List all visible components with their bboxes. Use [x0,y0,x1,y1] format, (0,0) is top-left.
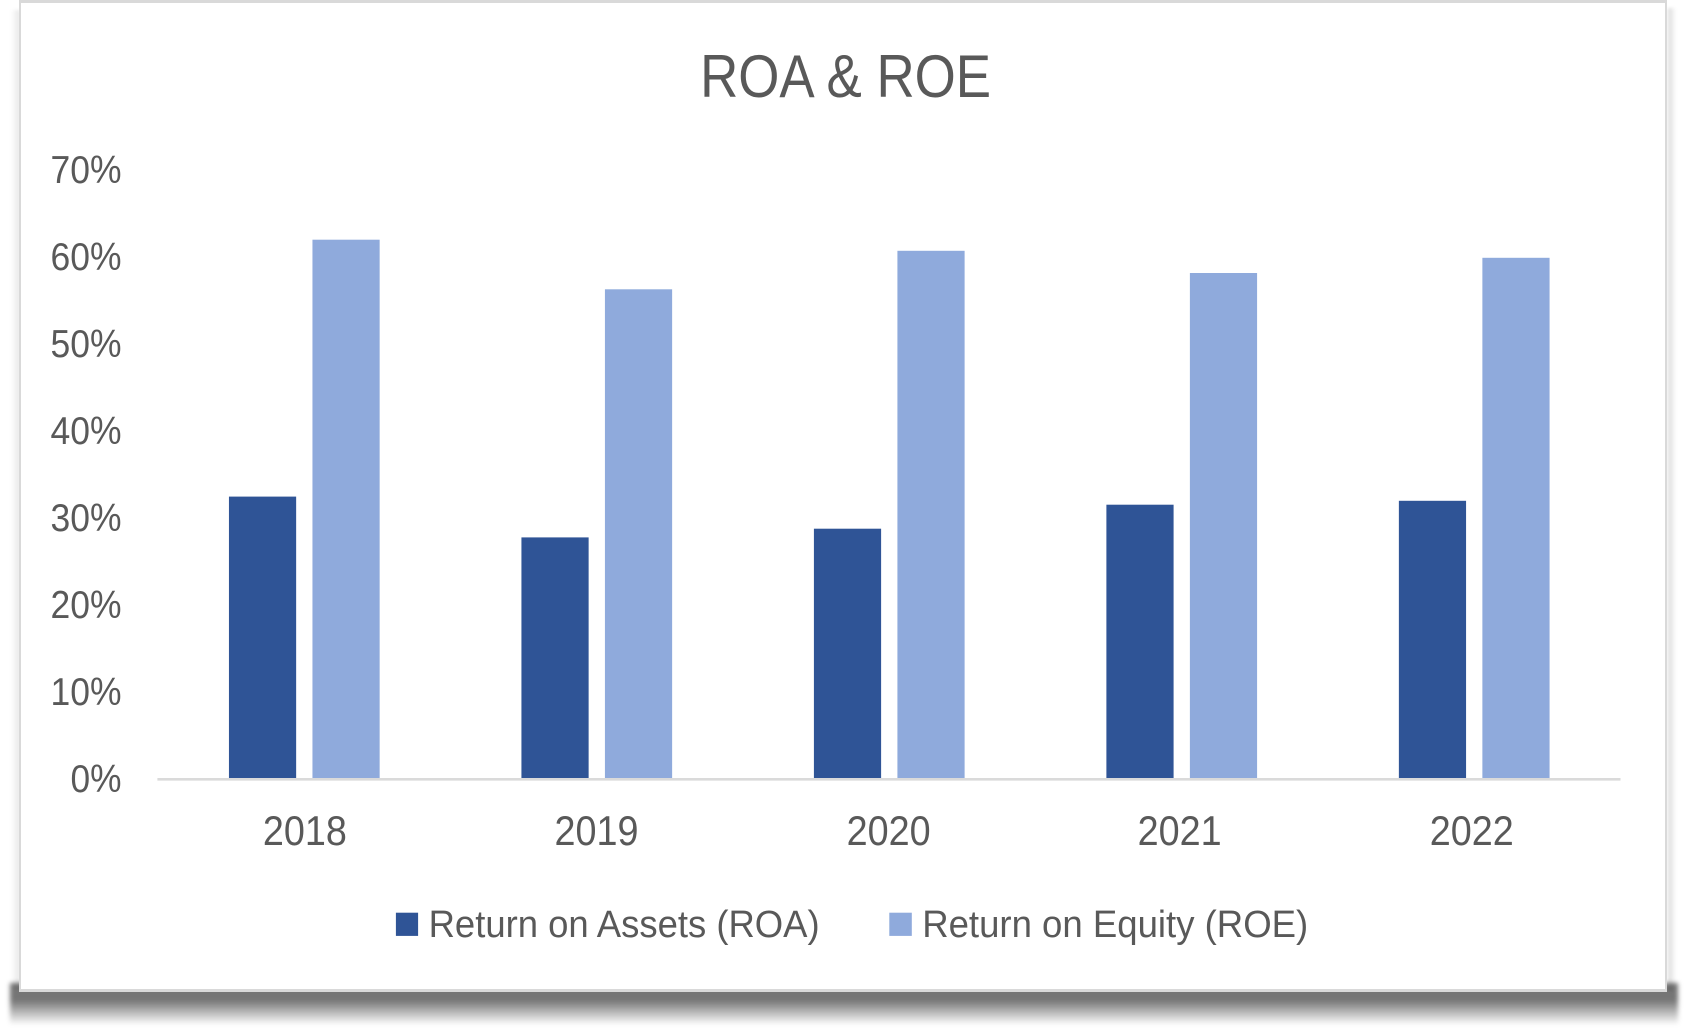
svg-text:30%: 30% [51,497,122,540]
svg-text:2019: 2019 [555,807,639,854]
svg-text:Return on Equity (ROE): Return on Equity (ROE) [922,904,1308,946]
svg-text:70%: 70% [51,149,122,192]
svg-text:0%: 0% [71,758,122,801]
svg-text:2022: 2022 [1430,807,1514,854]
svg-text:Return on Assets (ROA): Return on Assets (ROA) [429,904,820,946]
svg-text:10%: 10% [51,671,122,714]
svg-text:ROA & ROE: ROA & ROE [700,43,991,110]
svg-text:50%: 50% [51,323,122,366]
svg-text:40%: 40% [51,410,122,453]
svg-text:2020: 2020 [847,807,931,854]
svg-text:20%: 20% [51,584,122,627]
svg-text:2018: 2018 [263,807,347,854]
svg-text:60%: 60% [51,236,122,279]
svg-text:2021: 2021 [1138,807,1222,854]
